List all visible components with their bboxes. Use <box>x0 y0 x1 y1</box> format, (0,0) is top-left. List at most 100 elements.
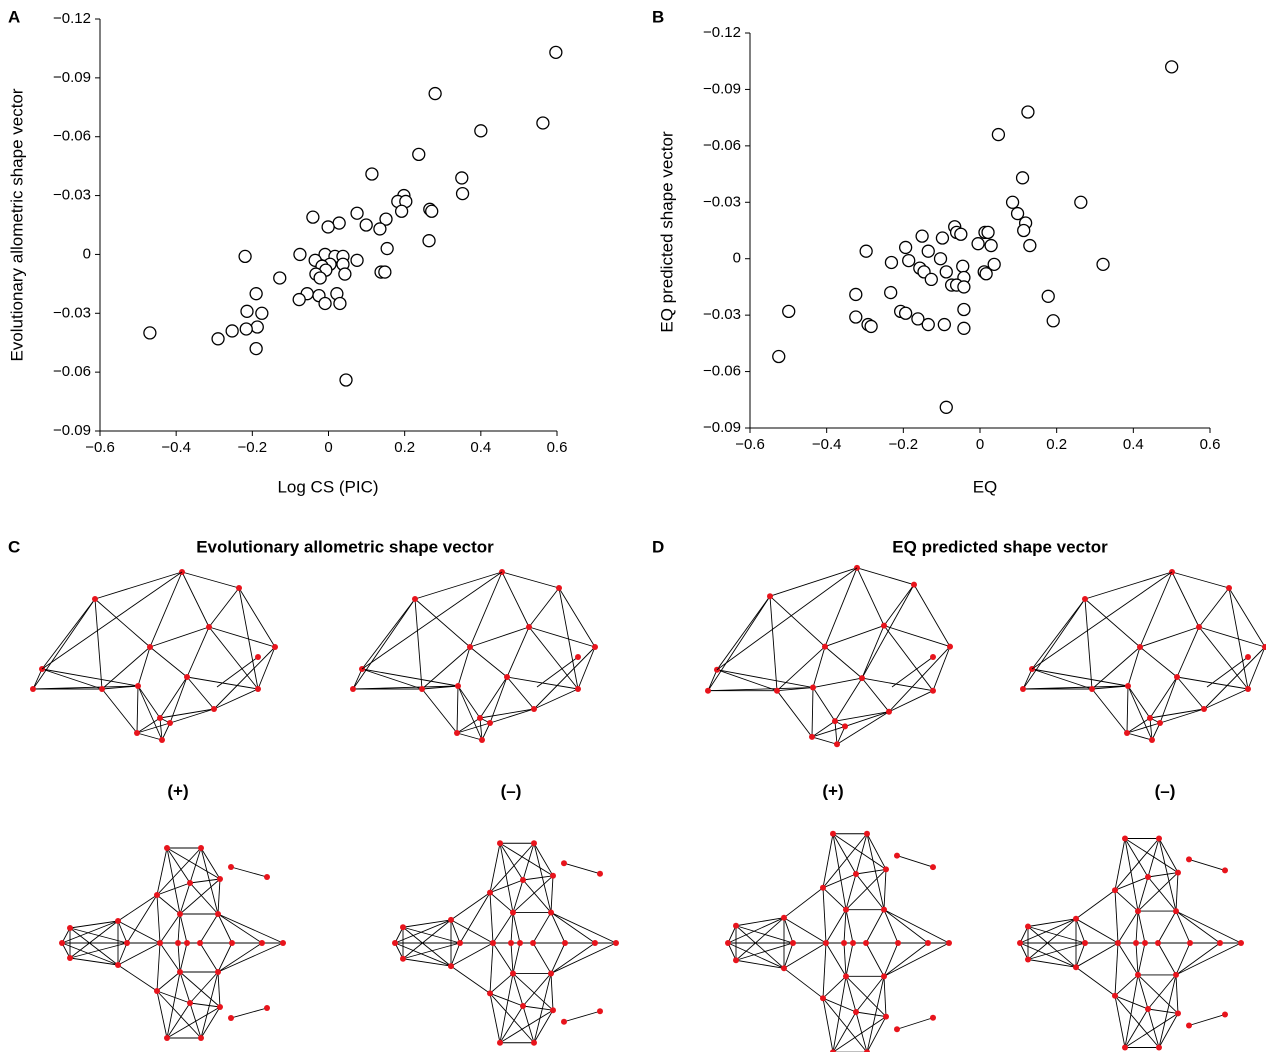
wire-edge <box>707 595 771 691</box>
wire-edge <box>861 677 890 712</box>
landmark <box>1226 585 1232 591</box>
wire-edge <box>1198 587 1230 628</box>
landmark <box>1145 1006 1151 1012</box>
panel-title: Evolutionary allometric shape vector <box>196 537 494 556</box>
wire-edge <box>1031 668 1129 687</box>
wire-edge <box>1158 974 1177 1048</box>
wire-edge <box>230 866 268 878</box>
landmark <box>1122 835 1128 842</box>
wire-edge <box>136 717 161 734</box>
wire-edge <box>177 942 181 973</box>
data-point <box>939 265 953 279</box>
wire-edge <box>1084 571 1173 600</box>
wire-edge <box>230 1007 268 1019</box>
wire-edge <box>469 571 503 648</box>
wire-edge <box>1114 995 1149 1010</box>
wire-edge <box>811 736 838 745</box>
wire-edge <box>783 942 827 969</box>
data-point <box>240 304 254 318</box>
wire-edge <box>563 1010 601 1023</box>
wire-edge <box>1031 668 1093 690</box>
wire-edge <box>1019 918 1077 944</box>
wire-edge <box>727 917 785 944</box>
landmark <box>457 940 463 946</box>
wire-edge <box>533 973 552 1043</box>
y-tick-label: −0.09 <box>53 422 91 439</box>
landmark <box>147 644 153 650</box>
wire-edge <box>179 971 191 1004</box>
data-point <box>292 292 306 307</box>
wire-edge <box>822 997 868 1052</box>
landmark <box>177 911 183 917</box>
wire-edge <box>361 571 503 670</box>
landmark <box>774 687 780 694</box>
wire-edge <box>769 595 826 647</box>
wire-edge <box>126 894 158 944</box>
wire-edge <box>1075 942 1086 968</box>
wire-edge <box>861 677 934 692</box>
wire-edge <box>1022 598 1086 690</box>
landmark <box>487 990 493 997</box>
wire-edge <box>179 882 191 915</box>
y-tick-label: −0.03 <box>703 306 741 323</box>
landmark <box>830 830 836 837</box>
wire-edge <box>41 668 103 690</box>
wire-edge <box>845 976 857 1013</box>
x-tick-label: −0.4 <box>161 439 191 456</box>
data-point <box>1015 171 1030 185</box>
landmark <box>930 654 936 660</box>
landmark <box>1115 940 1121 946</box>
wire-edge <box>1198 626 1249 690</box>
wire-edge <box>450 965 491 994</box>
wire-edge <box>189 971 219 1004</box>
landmark <box>822 643 828 650</box>
wire-edge <box>149 571 183 648</box>
landmark <box>1073 964 1079 971</box>
wire-edge <box>855 1011 868 1052</box>
wire-edge <box>550 942 617 974</box>
wire-edge <box>1114 974 1139 997</box>
data-point <box>933 252 948 266</box>
wire-edge <box>1151 722 1161 741</box>
wire-edge <box>101 646 151 690</box>
wire-edge <box>1114 995 1160 1048</box>
wire-edge <box>94 598 103 690</box>
wire-edge <box>117 894 158 922</box>
wire-edge <box>1137 876 1149 912</box>
wire-edge <box>1075 942 1119 968</box>
wire-edge <box>69 920 119 959</box>
wire-edge <box>489 879 524 894</box>
data-point <box>332 216 346 230</box>
wire-edge <box>156 847 202 896</box>
landmark <box>124 940 130 946</box>
landmark <box>575 654 581 660</box>
data-point <box>549 45 563 60</box>
wire-edge <box>832 833 857 875</box>
landmark <box>400 924 406 931</box>
data-point <box>898 306 913 320</box>
wire-edge <box>414 598 423 690</box>
wire-edge <box>136 685 139 734</box>
wire-edge <box>489 708 535 724</box>
wire-edge <box>169 708 215 724</box>
wire-edge <box>506 626 530 678</box>
wire-edge <box>61 920 119 944</box>
landmark <box>946 940 952 946</box>
wire-edge <box>1075 918 1086 944</box>
wire-edge <box>845 909 854 944</box>
landmark <box>454 730 460 736</box>
x-axis-title: EQ <box>973 477 998 496</box>
wire-edge <box>189 882 219 915</box>
wire-edge <box>156 990 202 1039</box>
wire-edge <box>402 919 452 960</box>
wire-edge <box>179 971 221 1008</box>
data-point <box>1165 60 1179 74</box>
wire-edge <box>727 942 737 961</box>
wire-edge <box>844 711 890 727</box>
landmark <box>832 718 838 725</box>
wire-edge <box>1158 1013 1179 1048</box>
wire-edge <box>1175 974 1179 1014</box>
landmark <box>1025 923 1031 930</box>
wire-edge <box>834 677 863 722</box>
wire-edge <box>1203 688 1249 710</box>
